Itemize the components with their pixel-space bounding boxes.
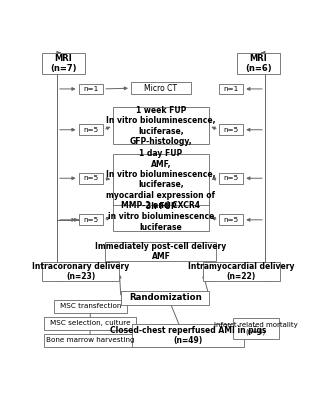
FancyBboxPatch shape — [219, 173, 243, 184]
FancyBboxPatch shape — [113, 202, 209, 231]
FancyBboxPatch shape — [78, 173, 103, 184]
FancyBboxPatch shape — [44, 334, 136, 347]
FancyBboxPatch shape — [44, 317, 136, 330]
FancyBboxPatch shape — [78, 124, 103, 135]
Text: Micro CT: Micro CT — [144, 84, 177, 93]
Text: n=5: n=5 — [223, 175, 239, 181]
Text: 3h FUP
in vitro bioluminescence
luciferase: 3h FUP in vitro bioluminescence lucifera… — [108, 202, 214, 232]
Text: Immediately post-cell delivery
AMF: Immediately post-cell delivery AMF — [95, 242, 226, 261]
Text: n=5: n=5 — [223, 217, 239, 223]
Text: Randomization: Randomization — [129, 293, 202, 302]
Text: Infarct-related mortality
(n=4): Infarct-related mortality (n=4) — [214, 322, 297, 335]
Text: MSC selection, culture: MSC selection, culture — [50, 320, 130, 326]
FancyBboxPatch shape — [219, 124, 243, 135]
FancyBboxPatch shape — [106, 242, 216, 261]
Text: Intramyocardial delivery
(n=22): Intramyocardial delivery (n=22) — [188, 262, 294, 281]
FancyBboxPatch shape — [133, 324, 244, 347]
Text: Bone marrow harvesting: Bone marrow harvesting — [46, 337, 134, 343]
FancyBboxPatch shape — [131, 82, 191, 94]
Text: MSC transfection: MSC transfection — [60, 304, 121, 310]
Text: Intracoronary delivery
(n=23): Intracoronary delivery (n=23) — [32, 262, 129, 281]
FancyBboxPatch shape — [233, 318, 279, 339]
Text: MRI
(n=6): MRI (n=6) — [245, 54, 272, 73]
Text: n=5: n=5 — [83, 217, 99, 223]
FancyBboxPatch shape — [42, 262, 119, 281]
FancyBboxPatch shape — [219, 83, 243, 94]
FancyBboxPatch shape — [113, 107, 209, 144]
FancyBboxPatch shape — [113, 154, 209, 205]
Text: n=1: n=1 — [223, 86, 239, 92]
Text: 1 week FUP
In vitro bioluminescence,
luciferase,
GFP-histology,: 1 week FUP In vitro bioluminescence, luc… — [106, 106, 216, 146]
FancyBboxPatch shape — [121, 291, 209, 304]
Text: 1 day FUP
AMF,
In vitro bioluminescence,
luciferase,
myocardial expression of
MM: 1 day FUP AMF, In vitro bioluminescence,… — [106, 149, 216, 210]
Text: n=1: n=1 — [83, 86, 99, 92]
FancyBboxPatch shape — [78, 215, 103, 225]
FancyBboxPatch shape — [42, 53, 85, 74]
Text: n=5: n=5 — [83, 127, 99, 133]
FancyBboxPatch shape — [203, 262, 279, 281]
FancyBboxPatch shape — [78, 83, 103, 94]
Text: Closed-chest reperfused AMI in pigs
(n=49): Closed-chest reperfused AMI in pigs (n=4… — [110, 326, 267, 345]
FancyBboxPatch shape — [219, 215, 243, 225]
FancyBboxPatch shape — [237, 53, 279, 74]
Text: n=5: n=5 — [83, 175, 99, 181]
Text: n=5: n=5 — [223, 127, 239, 133]
Text: MRI
(n=7): MRI (n=7) — [50, 54, 77, 73]
FancyBboxPatch shape — [54, 300, 127, 313]
